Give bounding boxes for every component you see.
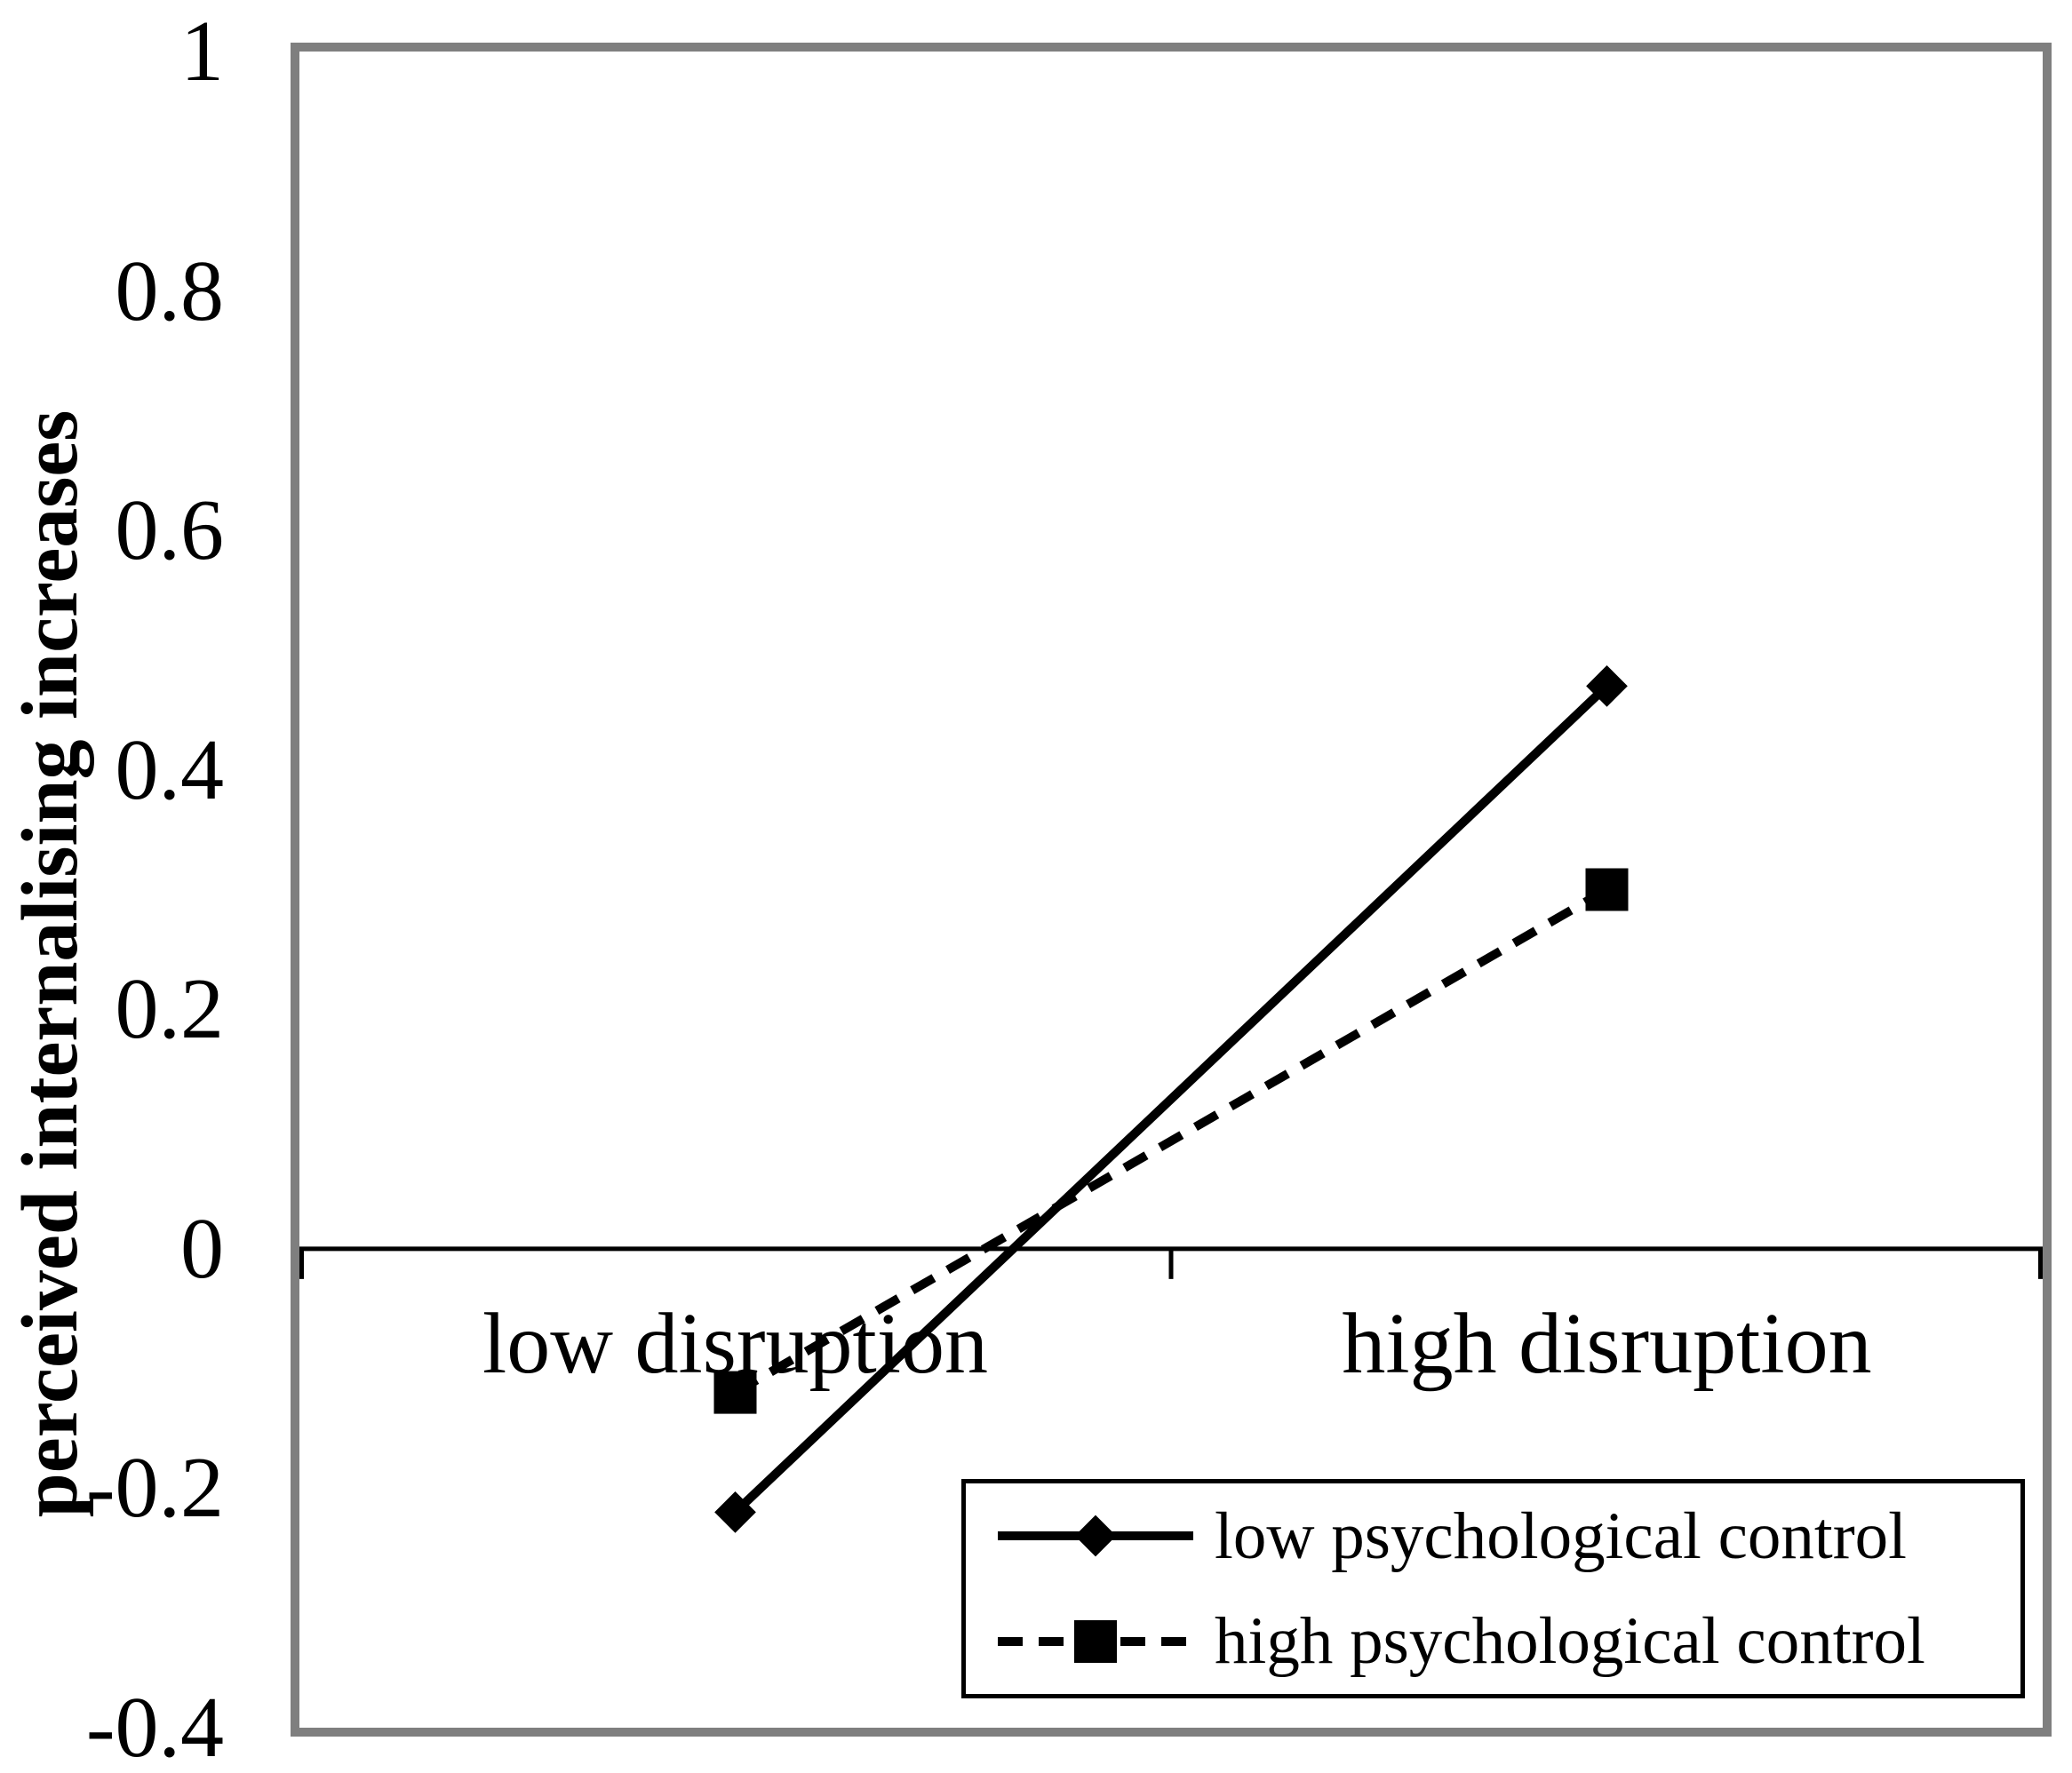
legend-sample-dashed-line-square bbox=[998, 1619, 1193, 1663]
legend-label: low psychological control bbox=[1215, 1499, 1908, 1573]
plot-area-border bbox=[291, 43, 2052, 1737]
data-point-square-marker bbox=[1585, 868, 1629, 911]
data-point-square-marker bbox=[713, 1371, 757, 1414]
legend-item-high-psychological-control: high psychological control bbox=[996, 1606, 2020, 1677]
legend-item-low-psychological-control: low psychological control bbox=[996, 1500, 2020, 1571]
y-axis-tick-label: 0 bbox=[180, 1200, 224, 1297]
legend-box: low psychological control high psycholog… bbox=[961, 1479, 2025, 1698]
data-point-diamond-marker bbox=[714, 1491, 756, 1533]
legend-diamond-marker-icon bbox=[1074, 1515, 1117, 1557]
y-axis-tick-label: 0.6 bbox=[115, 482, 225, 579]
y-axis-tick-label: 0.2 bbox=[115, 961, 225, 1058]
legend-square-marker-icon bbox=[1074, 1619, 1117, 1663]
y-axis-tick-label: -0.4 bbox=[85, 1680, 224, 1773]
y-axis-tick-label: 1 bbox=[180, 4, 224, 99]
y-axis-tick-label: 0.4 bbox=[115, 721, 225, 818]
series-line-solid bbox=[732, 682, 1610, 1516]
series-line-dashed bbox=[733, 886, 1609, 1396]
y-axis-tick-label: 0.8 bbox=[115, 242, 225, 339]
data-point-diamond-marker bbox=[1586, 665, 1628, 707]
legend-sample-solid-line-diamond bbox=[998, 1515, 1193, 1557]
x-axis-category-label: high disruption bbox=[1342, 1296, 1872, 1392]
legend-label: high psychological control bbox=[1215, 1604, 1925, 1679]
y-axis-tick-label: -0.2 bbox=[85, 1440, 224, 1537]
